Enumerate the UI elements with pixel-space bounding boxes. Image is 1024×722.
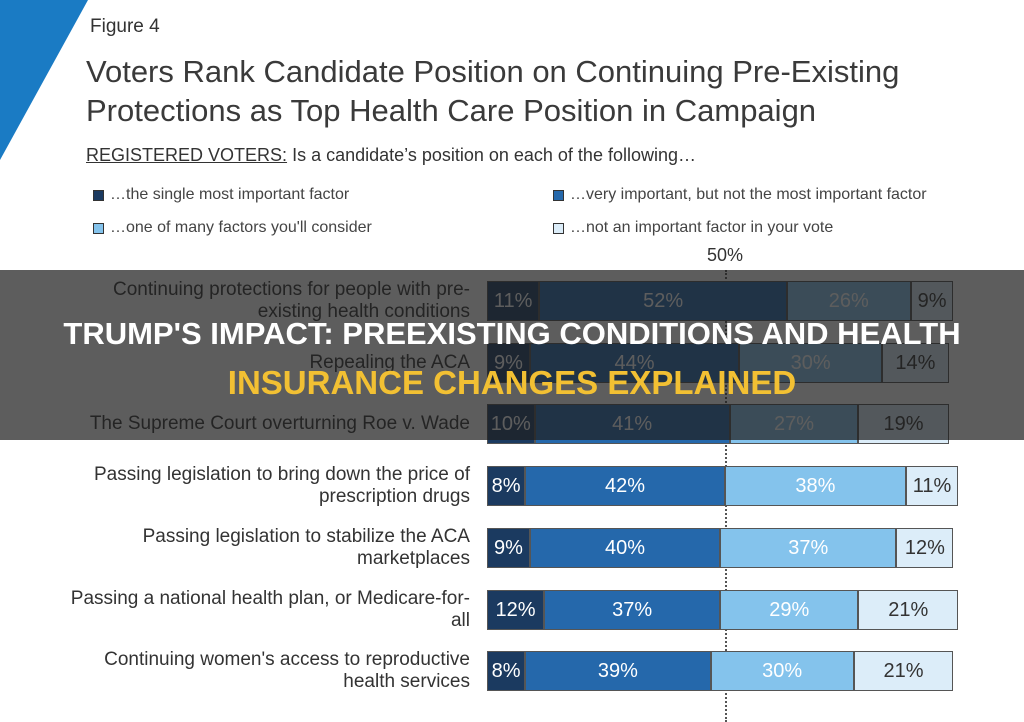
value-label: 21% [888,598,929,621]
value-label: 29% [769,598,810,621]
category-label: Passing a national health plan, or Medic… [70,587,470,631]
corner-triangle [0,0,88,160]
legend-label: …one of many factors you'll consider [110,219,372,236]
bar-segment [487,527,530,568]
value-label: 12% [904,536,945,559]
category-label: Passing legislation to bring down the pr… [93,464,470,508]
legend-swatch [553,222,564,234]
legend-label: …not an important factor in your vote [570,219,834,236]
value-label: 9% [493,536,523,559]
value-label: 11% [912,475,952,498]
bar-segment [487,589,545,630]
bar-segment [720,589,859,630]
legend-item: …not an important factor in your vote [553,219,833,237]
value-label: 42% [605,475,646,498]
bar-segment [720,527,897,568]
value-label: 21% [883,660,924,683]
bar-segment [905,466,959,507]
bar-segment [487,466,526,507]
legend-swatch [93,189,104,201]
overlay-title: TRUMP'S IMPACT: PREEXISTING CONDITIONS A… [63,316,961,351]
bar-segment [858,589,959,630]
bar-segment [525,466,725,507]
legend-swatch [553,189,564,201]
value-label: 37% [612,598,653,621]
value-label: 12% [495,598,536,621]
legend-label: …the single most important factor [110,186,350,203]
value-label: 30% [762,660,803,683]
bar-segment [544,589,721,630]
overlay-subtitle: INSURANCE CHANGES EXPLAINED [227,364,797,401]
category-label: Continuing women's access to reproductiv… [104,649,470,693]
overlay-banner [0,270,1024,440]
value-label: 38% [795,475,836,498]
legend-swatch [93,222,104,234]
legend-item: …one of many factors you'll consider [93,219,372,237]
value-label: 8% [491,660,521,683]
category-label: Passing legislation to stabilize the ACA… [142,525,470,569]
subtitle-text: Is a candidate’s position on each of the… [292,145,696,165]
figure-label: Figure 4 [90,16,160,37]
reference-label: 50% [706,245,744,265]
legend-item: …the single most important factor [93,186,349,204]
bar-segment [896,527,954,568]
subtitle: REGISTERED VOTERS: Is a candidate’s posi… [86,145,696,166]
chart-title: Voters Rank Candidate Position on Contin… [86,54,900,128]
legend-item: …very important, but not the most import… [553,186,927,204]
subtitle-label: REGISTERED VOTERS: [86,145,288,165]
value-label: 8% [491,475,521,498]
bar-segment [725,466,906,507]
value-label: 39% [597,660,638,683]
value-label: 40% [605,536,646,559]
value-label: 37% [788,536,829,559]
bar-segment [529,527,721,568]
legend-label: …very important, but not the most import… [570,186,927,203]
